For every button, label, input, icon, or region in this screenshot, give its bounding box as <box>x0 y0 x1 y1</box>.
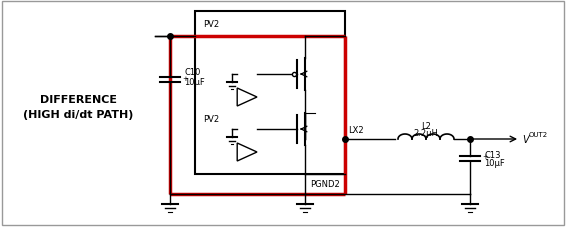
Text: PV2: PV2 <box>203 114 219 123</box>
Text: PGND2: PGND2 <box>310 179 340 188</box>
Text: 10μF: 10μF <box>184 77 205 86</box>
Text: +: + <box>482 153 488 159</box>
Text: LX2: LX2 <box>348 126 363 134</box>
Text: PV2: PV2 <box>203 20 219 29</box>
Text: DIFFERENCE: DIFFERENCE <box>40 95 117 105</box>
Text: 2.2μH: 2.2μH <box>414 128 439 137</box>
Text: C10: C10 <box>184 67 200 76</box>
Text: 10μF: 10μF <box>484 158 505 167</box>
Text: V: V <box>522 134 529 144</box>
Text: +: + <box>182 76 188 82</box>
Text: C13: C13 <box>484 150 500 159</box>
Text: L2: L2 <box>421 121 431 131</box>
Text: (HIGH di/dt PATH): (HIGH di/dt PATH) <box>23 109 133 119</box>
Text: OUT2: OUT2 <box>529 131 548 137</box>
Bar <box>195 12 345 174</box>
